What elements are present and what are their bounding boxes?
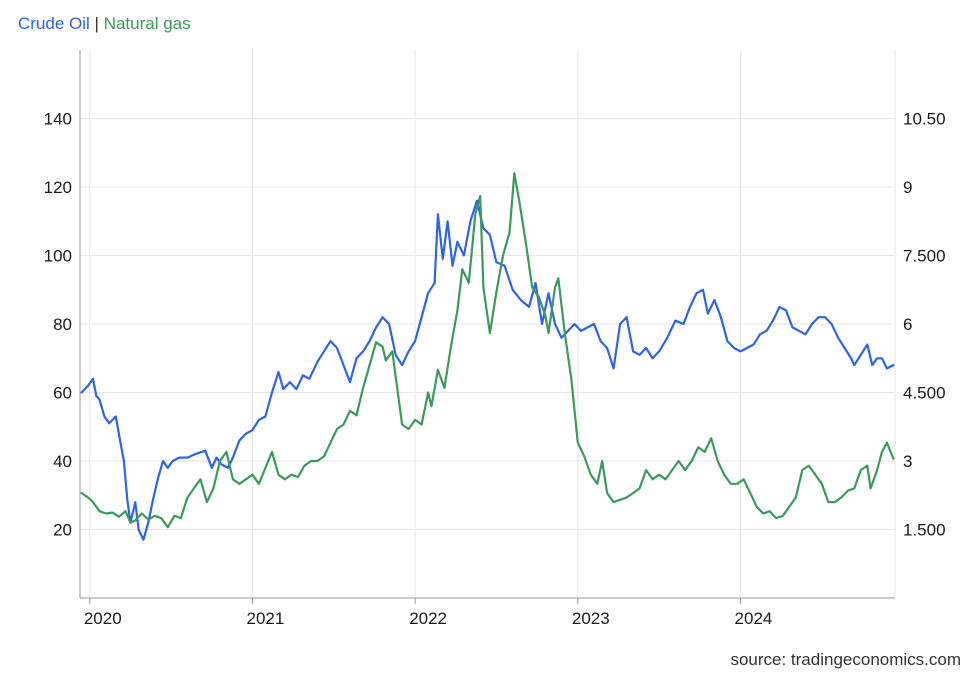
chart-legend: Crude Oil | Natural gas	[18, 14, 191, 34]
x-tick-label: 2023	[572, 609, 610, 628]
y-right-tick-label: 6	[903, 315, 912, 334]
x-tick-label: 2024	[735, 609, 773, 628]
x-tick-label: 2020	[84, 609, 122, 628]
y-left-tick-label: 140	[44, 110, 72, 129]
y-left-tick-label: 60	[53, 384, 72, 403]
y-left-tick-label: 120	[44, 178, 72, 197]
legend-separator: |	[94, 14, 99, 33]
y-left-tick-label: 100	[44, 247, 72, 266]
y-right-tick-label: 1.500	[903, 521, 946, 540]
y-right-tick-label: 4.500	[903, 384, 946, 403]
y-left-tick-label: 80	[53, 315, 72, 334]
x-tick-label: 2021	[247, 609, 285, 628]
y-right-tick-label: 7.500	[903, 247, 946, 266]
y-left-tick-label: 20	[53, 521, 72, 540]
y-right-tick-label: 3	[903, 452, 912, 471]
crude-oil-series-line	[80, 199, 895, 541]
natural-gas-series-line	[80, 172, 895, 529]
legend-crude-oil[interactable]: Crude Oil	[18, 14, 90, 33]
y-right-tick-label: 9	[903, 178, 912, 197]
y-right-tick-label: 10.50	[903, 110, 946, 129]
legend-natural-gas[interactable]: Natural gas	[103, 14, 191, 33]
y-left-tick-label: 40	[53, 452, 72, 471]
source-label: source: tradingeconomics.com	[730, 650, 961, 669]
x-tick-label: 2022	[409, 609, 447, 628]
